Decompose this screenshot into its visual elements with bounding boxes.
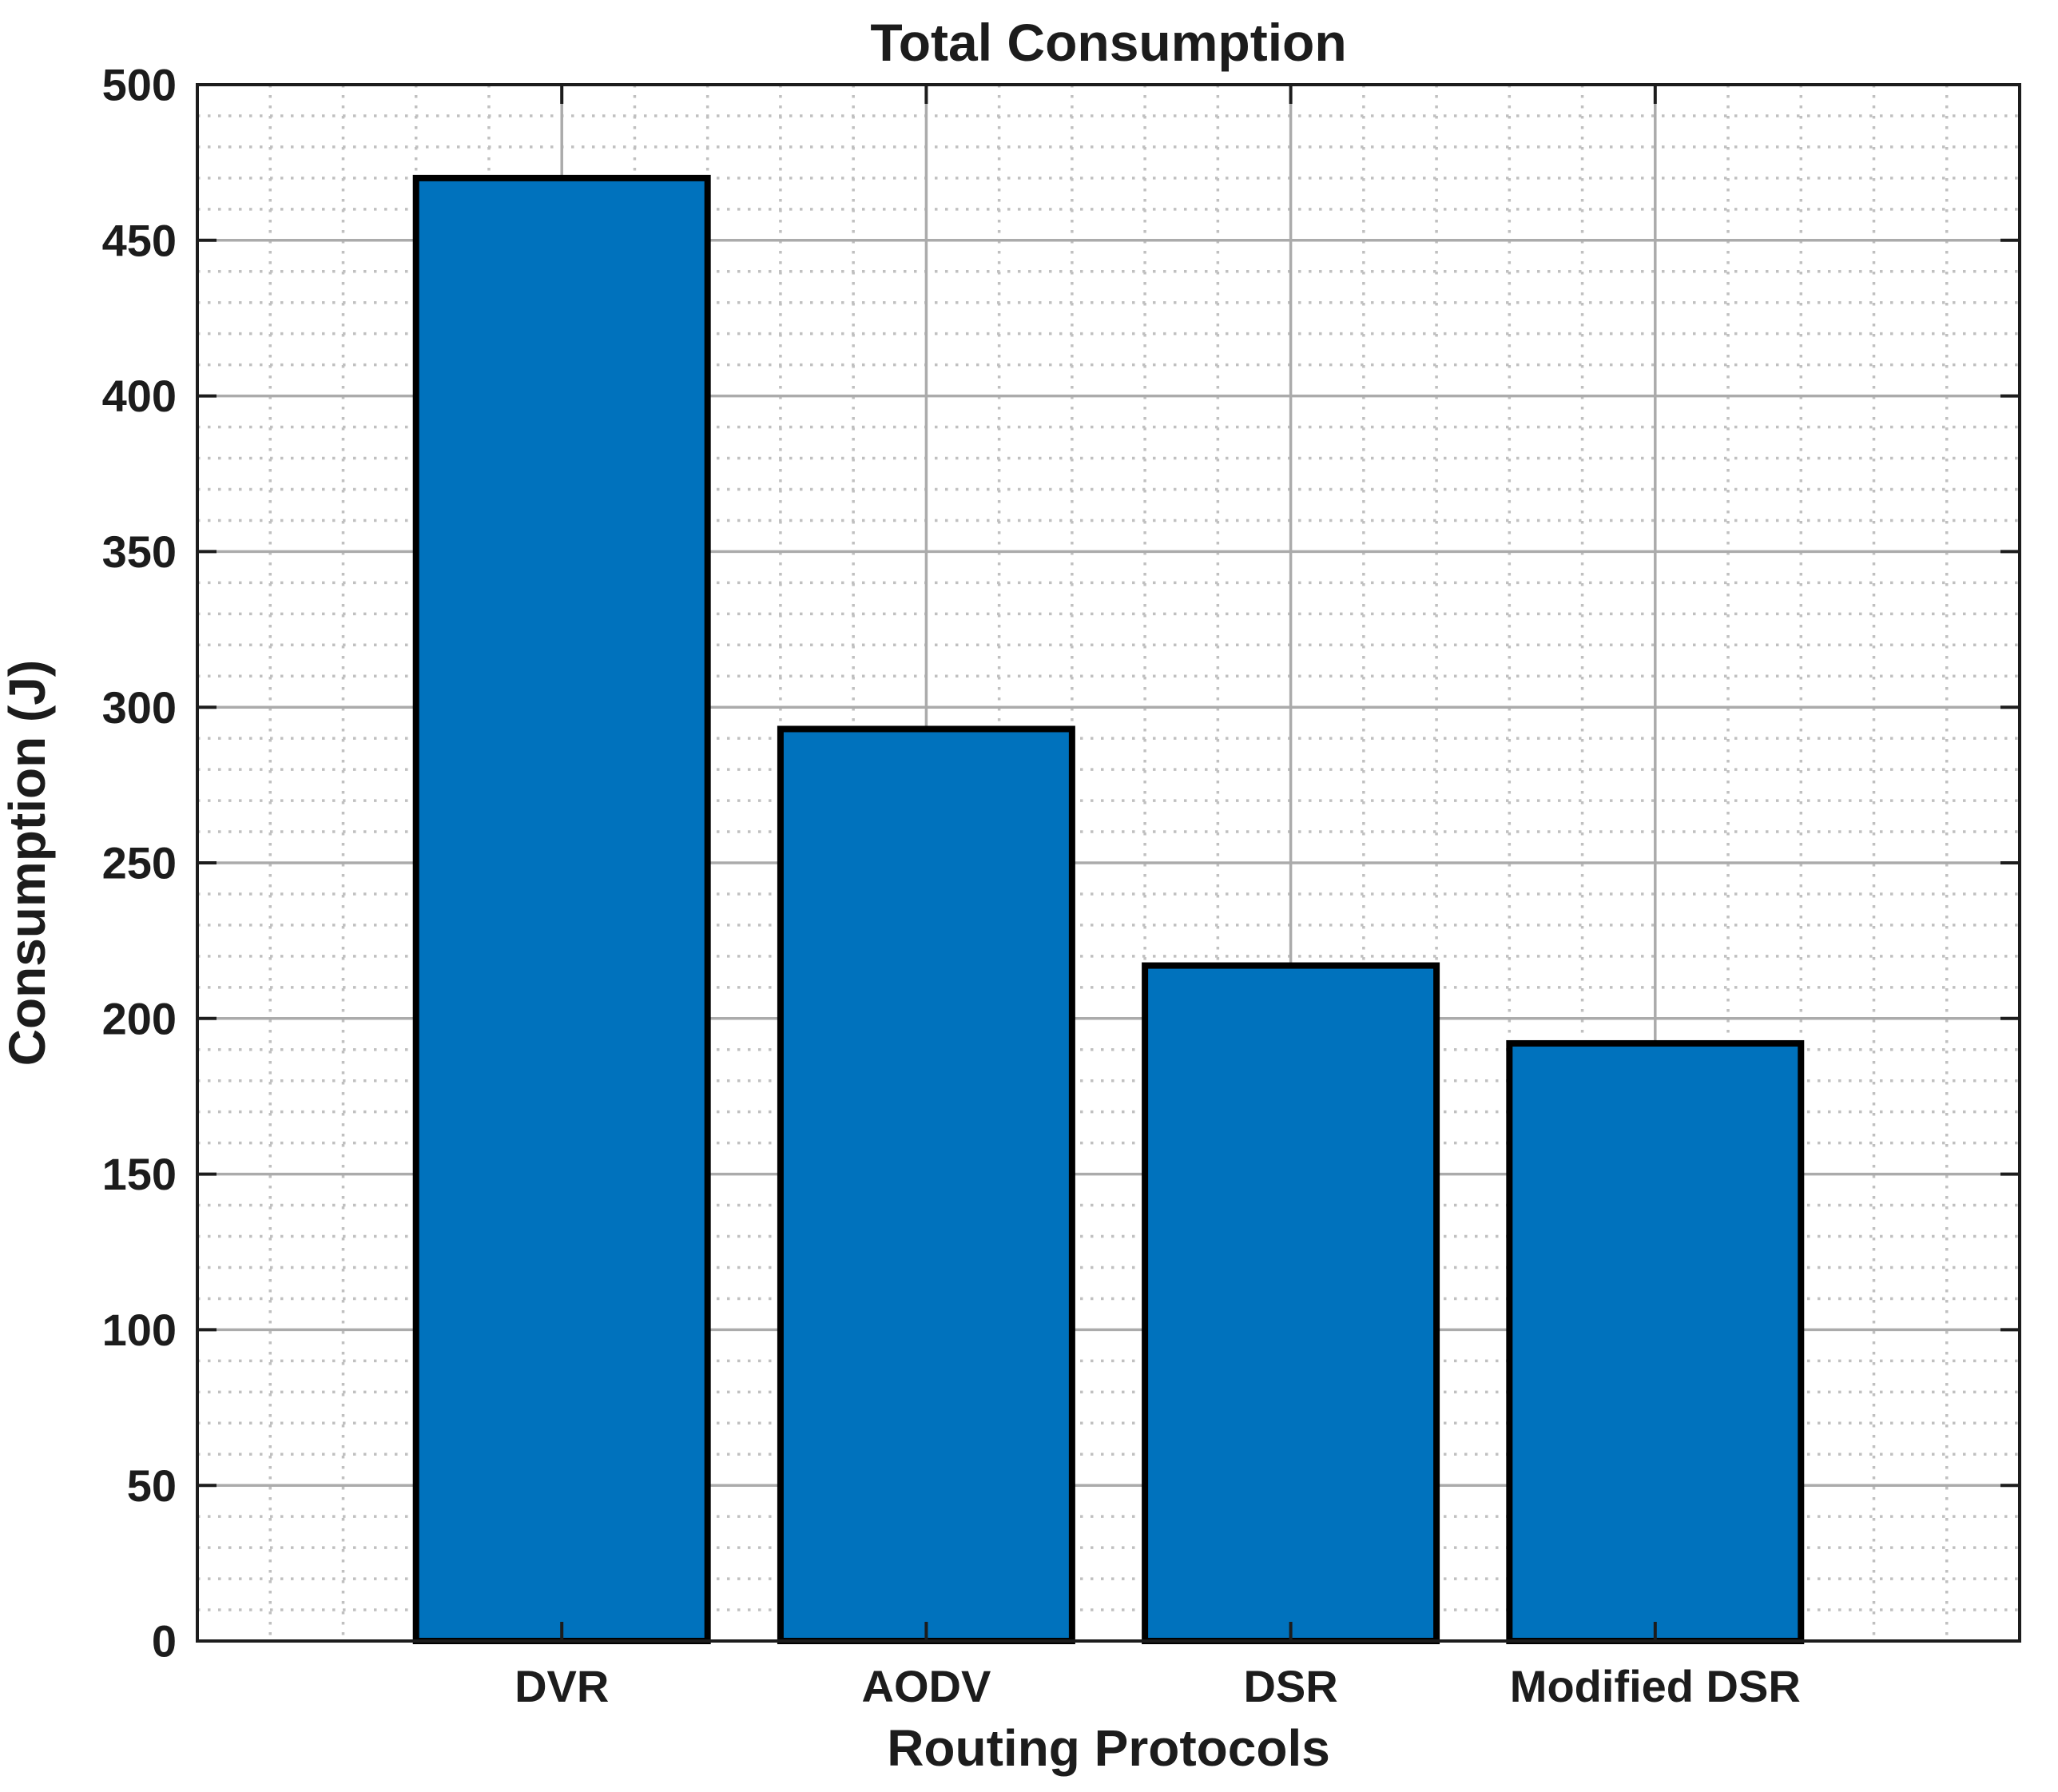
- chart-title: Total Consumption: [870, 13, 1346, 72]
- y-tick-label-400: 400: [102, 371, 177, 421]
- y-tick-label-300: 300: [102, 682, 177, 733]
- y-tick-label-0: 0: [152, 1616, 177, 1667]
- y-tick-label-500: 500: [102, 60, 177, 110]
- x-tick-label-aodv: AODV: [862, 1661, 991, 1711]
- tick-marks: [197, 83, 2020, 1643]
- y-tick-label-250: 250: [102, 838, 177, 888]
- y-tick-label-150: 150: [102, 1149, 177, 1199]
- bar-modified-dsr: [1506, 1039, 1805, 1644]
- y-tick-label-100: 100: [102, 1305, 177, 1355]
- bar-dsr: [1142, 962, 1440, 1644]
- bar-aodv: [777, 725, 1075, 1644]
- bar-dvr: [412, 174, 711, 1644]
- y-tick-label-50: 50: [127, 1460, 177, 1511]
- labels: 0 50 100 150 200 250 300 350 400 450 500 DVR AODV DSR…: [0, 13, 1801, 1777]
- y-tick-label-200: 200: [102, 993, 177, 1043]
- x-tick-label-dsr: DSR: [1243, 1661, 1337, 1711]
- y-tick-label-350: 350: [102, 526, 177, 577]
- x-axis-label: Routing Protocols: [887, 1719, 1330, 1777]
- y-tick-label-450: 450: [102, 215, 177, 265]
- x-tick-label-modified-dsr: Modified DSR: [1510, 1661, 1801, 1711]
- x-tick-label-dvr: DVR: [514, 1661, 609, 1711]
- y-axis-label: Consumption (J): [0, 660, 56, 1066]
